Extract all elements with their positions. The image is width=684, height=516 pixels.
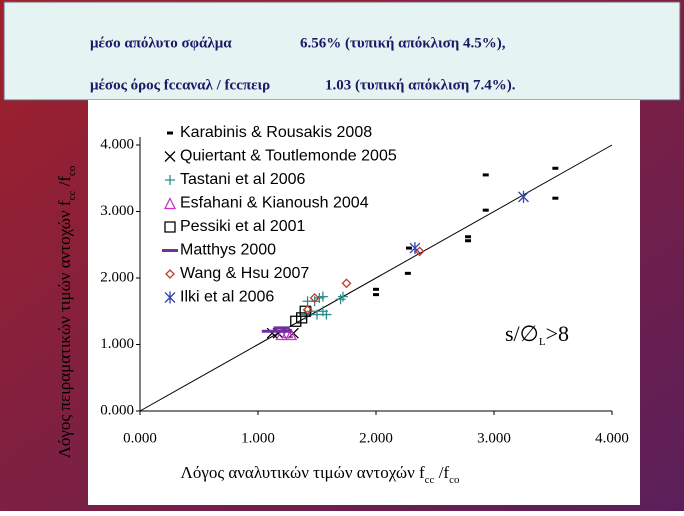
annotation-part: s/∅ [505,321,539,346]
legend-marker [164,151,176,162]
y-axis-label-part: Λόγος πειραματικών τιμών αντοχών f [55,200,74,458]
legend-marker [165,269,175,279]
legend-label: Pessiki et al 2001 [180,218,306,235]
x-tick-label: 2.000 [359,430,393,446]
x-axis-label-part: /f [434,463,449,482]
annotation-part: >8 [546,321,569,346]
x-axis-label-part: cc [425,474,435,486]
legend-label: Karabinis & Rousakis 2008 [180,124,372,141]
y-axis-label: Λόγος πειραματικών τιμών αντοχών fcc /fc… [55,165,78,458]
x-tick-label: 4.000 [595,430,629,446]
x-axis-label-part: co [449,474,460,486]
marker [337,291,348,302]
y-tick-label: 2.000 [100,269,134,285]
y-tick-label: 0.000 [100,402,134,418]
annotation: s/∅L>8 [505,321,569,347]
x-tick-label: 0.000 [123,430,157,446]
x-tick-label: 1.000 [241,430,275,446]
legend-label: Ilki et al 2006 [180,289,274,306]
header-text: μέσος όρος fccαναλ / fccπειρ [90,77,270,93]
legend-label: Wang & Hsu 2007 [180,265,309,282]
x-axis-label-part: Λόγος αναλυτικών τιμών αντοχών f [181,463,425,482]
y-axis-label-part: cc [66,191,78,201]
legend-label: Tastani et al 2006 [180,171,306,188]
reference-line [139,144,613,412]
legend-label: Quiertant & Toutlemonde 2005 [180,148,397,165]
header-text: μέσο απόλυτο σφάλμα [90,35,232,51]
x-axis-label: Λόγος αναλυτικών τιμών αντοχών fcc /fco [181,463,460,486]
y-tick-label: 3.000 [100,203,134,219]
header-box [3,1,681,101]
y-tick-label: 4.000 [100,136,134,152]
y-tick-label: 1.000 [100,336,134,352]
legend-label: Matthys 2000 [180,242,276,259]
legend-label: Esfahani & Kianoush 2004 [180,195,369,212]
marker [296,312,308,324]
marker [321,309,332,320]
y-axis-label-part: /f [55,176,74,191]
legend-marker [164,291,176,304]
marker [341,278,352,289]
marker [290,315,302,327]
legend-marker [165,175,175,185]
header-text: 6.56% (τυπική απόκλιση 4.5%), [300,35,506,51]
marker [317,291,328,302]
marker [302,305,313,315]
annotation-part: L [539,336,546,348]
y-axis-label-part: co [66,165,78,176]
marker [409,242,421,255]
x-tick-label: 3.000 [477,430,511,446]
marker [518,190,529,203]
marker [312,309,322,320]
header-text: 1.03 (τυπική απόκλιση 7.4%). [325,77,516,93]
marker [284,328,298,341]
marker [335,294,346,305]
marker [309,293,320,303]
legend-marker [163,197,177,210]
legend-marker [164,221,176,233]
chart-area [88,100,640,505]
